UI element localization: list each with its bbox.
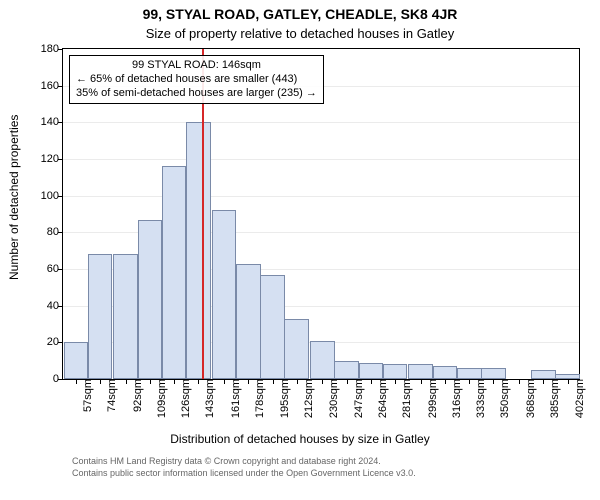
grid-line [63,196,579,197]
ytick-label: 20 [47,336,63,348]
histogram-bar [64,342,89,379]
xtick-label: 247sqm [351,379,365,418]
ytick-label: 120 [41,153,63,165]
annotation-line: 99 STYAL ROAD: 146sqm [76,59,317,73]
histogram-bar [212,210,237,379]
histogram-bar [236,264,261,380]
xtick-label: 143sqm [202,379,216,418]
xtick-label: 109sqm [154,379,168,418]
xtick-label: 281sqm [399,379,413,418]
xtick-label: 264sqm [375,379,389,418]
xtick-label: 57sqm [80,379,94,412]
xtick-mark [224,379,225,384]
xtick-mark [126,379,127,384]
ytick-label: 140 [41,116,63,128]
histogram-bar [260,275,285,380]
xtick-label: 333sqm [473,379,487,418]
histogram-bar [383,364,408,379]
xtick-mark [543,379,544,384]
xtick-label: 126sqm [178,379,192,418]
xtick-label: 368sqm [523,379,537,418]
histogram-bar [310,341,335,380]
grid-line [63,159,579,160]
xtick-mark [347,379,348,384]
grid-line [63,122,579,123]
xtick-label: 178sqm [252,379,266,418]
histogram-bar [481,368,506,379]
footer-line-1: Contains HM Land Registry data © Crown c… [72,456,416,468]
chart-container: 99, STYAL ROAD, GATLEY, CHEADLE, SK8 4JR… [0,0,600,500]
xtick-mark [150,379,151,384]
annotation-line: ← 65% of detached houses are smaller (44… [76,73,317,87]
plot-area: 02040608010012014016018057sqm74sqm92sqm1… [62,48,580,380]
histogram-bar [531,370,556,379]
annotation-box: 99 STYAL ROAD: 146sqm← 65% of detached h… [69,55,324,104]
annotation-line: 35% of semi-detached houses are larger (… [76,87,317,101]
histogram-bar [162,166,187,379]
xtick-mark [395,379,396,384]
xtick-mark [174,379,175,384]
xtick-label: 195sqm [277,379,291,418]
xtick-label: 350sqm [497,379,511,418]
xtick-label: 385sqm [547,379,561,418]
xtick-label: 92sqm [130,379,144,412]
footer-attribution: Contains HM Land Registry data © Crown c… [72,456,416,479]
chart-subtitle: Size of property relative to detached ho… [0,26,600,41]
ytick-label: 180 [41,43,63,55]
histogram-bar [433,366,458,379]
xtick-mark [445,379,446,384]
xtick-label: 161sqm [228,379,242,418]
xtick-label: 316sqm [449,379,463,418]
histogram-bar [457,368,482,379]
xtick-label: 212sqm [301,379,315,418]
xtick-mark [248,379,249,384]
chart-title: 99, STYAL ROAD, GATLEY, CHEADLE, SK8 4JR [0,6,600,22]
xtick-mark [568,379,569,384]
ytick-label: 60 [47,263,63,275]
xtick-mark [322,379,323,384]
x-axis-label: Distribution of detached houses by size … [0,432,600,446]
xtick-label: 402sqm [572,379,586,418]
xtick-mark [273,379,274,384]
ytick-label: 100 [41,190,63,202]
footer-line-2: Contains public sector information licen… [72,468,416,480]
xtick-label: 74sqm [104,379,118,412]
xtick-mark [421,379,422,384]
histogram-bar [334,361,359,379]
histogram-bar [284,319,309,380]
ytick-label: 40 [47,300,63,312]
xtick-mark [198,379,199,384]
histogram-bar [186,122,211,379]
ytick-label: 80 [47,226,63,238]
xtick-mark [297,379,298,384]
ytick-label: 0 [53,373,63,385]
xtick-mark [493,379,494,384]
xtick-label: 299sqm [425,379,439,418]
histogram-bar [359,363,384,380]
ytick-label: 160 [41,80,63,92]
xtick-mark [469,379,470,384]
histogram-bar [88,254,113,379]
xtick-mark [76,379,77,384]
histogram-bar [138,220,163,380]
histogram-bar [408,364,433,379]
xtick-mark [100,379,101,384]
xtick-mark [519,379,520,384]
y-axis-label: Number of detached properties [7,115,21,280]
xtick-label: 230sqm [326,379,340,418]
histogram-bar [113,254,138,379]
xtick-mark [371,379,372,384]
